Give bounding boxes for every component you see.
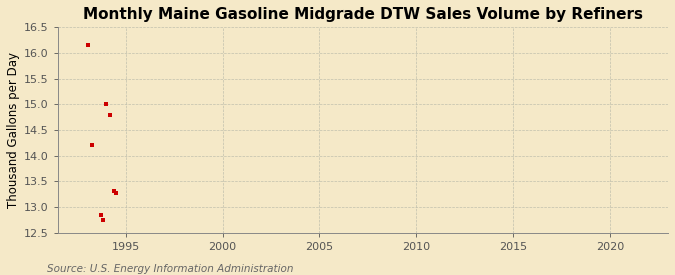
Text: Source: U.S. Energy Information Administration: Source: U.S. Energy Information Administ…: [47, 264, 294, 274]
Y-axis label: Thousand Gallons per Day: Thousand Gallons per Day: [7, 52, 20, 208]
Title: Monthly Maine Gasoline Midgrade DTW Sales Volume by Refiners: Monthly Maine Gasoline Midgrade DTW Sale…: [83, 7, 643, 22]
